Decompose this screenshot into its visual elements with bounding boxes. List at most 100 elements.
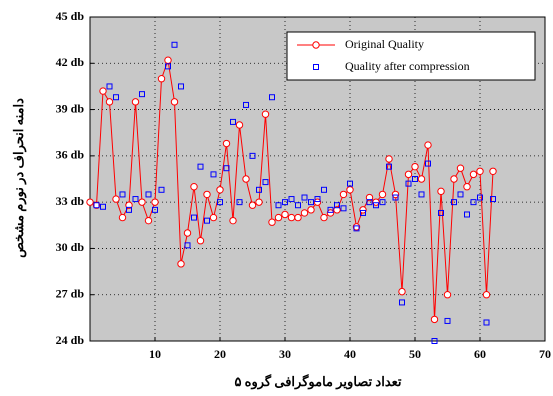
x-tick-label: 50 — [409, 347, 421, 361]
data-point — [144, 216, 153, 225]
data-point — [287, 213, 296, 222]
data-point — [248, 201, 257, 209]
y-tick-label: 36 db — [56, 148, 85, 162]
data-point — [93, 202, 100, 209]
data-point — [222, 139, 231, 148]
data-point — [158, 186, 165, 193]
data-point — [352, 223, 361, 231]
data-point — [268, 218, 276, 226]
data-point — [489, 167, 497, 175]
data-point — [138, 198, 146, 206]
data-point — [314, 196, 321, 203]
data-point — [262, 179, 269, 186]
data-point — [236, 199, 243, 206]
data-point — [405, 180, 412, 187]
data-point — [126, 206, 132, 213]
data-point — [470, 199, 477, 206]
data-point — [438, 209, 444, 216]
data-point — [307, 206, 315, 214]
data-point — [464, 211, 470, 218]
data-point — [463, 183, 471, 191]
data-point — [379, 199, 386, 206]
data-point — [469, 170, 478, 179]
data-point — [456, 164, 465, 172]
data-point — [125, 201, 133, 209]
data-point — [170, 98, 179, 106]
data-point — [171, 41, 178, 48]
data-point — [483, 319, 490, 326]
data-point — [282, 199, 288, 206]
data-point — [204, 217, 210, 224]
data-point — [398, 287, 406, 296]
data-point — [392, 194, 399, 201]
data-point — [399, 299, 405, 306]
data-point — [210, 171, 217, 178]
data-point — [482, 291, 491, 299]
data-point — [457, 191, 464, 198]
y-tick-label: 27 db — [56, 286, 85, 300]
data-point — [145, 191, 152, 198]
data-point — [261, 110, 270, 118]
data-point — [346, 186, 354, 194]
data-point — [152, 206, 158, 213]
data-point — [230, 118, 236, 125]
data-point — [196, 237, 205, 245]
data-point — [294, 213, 302, 222]
data-point — [313, 198, 322, 206]
x-tick-label: 30 — [279, 347, 291, 361]
data-point — [412, 176, 418, 182]
data-point — [347, 180, 353, 187]
data-point — [425, 160, 431, 167]
data-point — [359, 206, 367, 214]
data-point — [203, 190, 211, 199]
data-point — [249, 152, 256, 159]
data-point — [365, 193, 374, 202]
data-point — [411, 162, 419, 171]
data-point — [326, 209, 335, 217]
data-point — [183, 229, 192, 237]
data-point — [113, 94, 119, 101]
data-point — [92, 201, 101, 209]
data-point — [100, 203, 106, 210]
y-tick-label: 42 db — [56, 55, 85, 69]
data-point — [333, 206, 341, 214]
data-point — [417, 175, 426, 183]
data-point — [295, 202, 301, 209]
legend-label: Quality after compression — [345, 59, 470, 73]
data-point — [209, 213, 218, 222]
data-point — [191, 214, 197, 221]
data-point — [178, 83, 184, 90]
data-point — [139, 91, 145, 98]
data-point — [386, 163, 392, 170]
data-point — [450, 175, 458, 183]
legend-marker — [313, 64, 319, 70]
data-point — [404, 170, 413, 179]
data-point — [334, 202, 340, 209]
data-point — [197, 163, 204, 170]
y-tick-label: 24 db — [56, 333, 85, 347]
data-point — [86, 198, 94, 206]
data-point — [132, 196, 139, 203]
data-point — [256, 186, 262, 193]
data-point — [321, 186, 327, 193]
data-point — [476, 167, 484, 175]
x-tick-label: 70 — [539, 347, 551, 361]
data-point — [223, 165, 230, 172]
data-point — [378, 190, 387, 199]
data-point — [437, 187, 445, 196]
data-point — [119, 191, 126, 198]
data-point — [431, 338, 438, 344]
data-point — [151, 198, 159, 206]
x-tick-label: 10 — [149, 347, 161, 361]
data-point — [339, 190, 348, 199]
x-tick-label: 40 — [344, 347, 356, 361]
data-point — [242, 175, 250, 183]
x-tick-label: 60 — [474, 347, 486, 361]
data-point — [112, 195, 120, 203]
data-point — [229, 216, 237, 225]
y-tick-label: 30 db — [56, 240, 85, 254]
data-point — [451, 199, 457, 206]
data-point — [275, 202, 282, 209]
x-axis-label: تعداد تصاویر ماموگرافی گروه ۵ — [234, 373, 401, 390]
data-point — [164, 56, 172, 64]
